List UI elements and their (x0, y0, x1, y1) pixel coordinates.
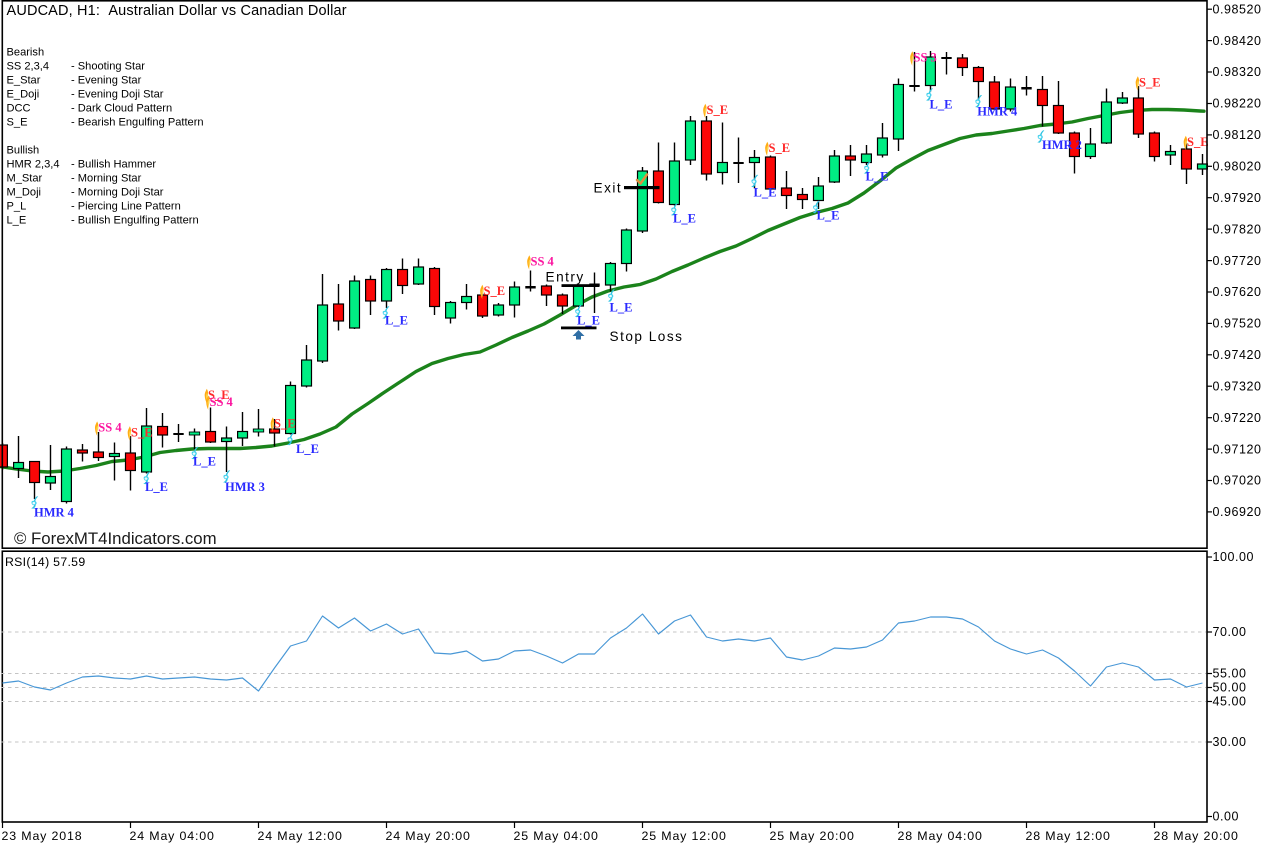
svg-text:Bullish: Bullish (7, 145, 40, 157)
svg-text:28 May 12:00: 28 May 12:00 (1026, 829, 1111, 843)
svg-text:S_E: S_E (7, 117, 28, 129)
svg-text:L_E: L_E (577, 314, 600, 328)
svg-text:P_L: P_L (7, 201, 27, 213)
svg-text:S_E: S_E (274, 417, 296, 431)
svg-text:HMR 2: HMR 2 (1042, 138, 1082, 152)
svg-text:50.00: 50.00 (1213, 681, 1247, 695)
svg-text:AUDCAD, H1: Australian Dollar: AUDCAD, H1: Australian Dollar vs Canadia… (7, 3, 347, 19)
svg-text:0.97220: 0.97220 (1213, 411, 1262, 425)
svg-text:24 May 20:00: 24 May 20:00 (386, 829, 471, 843)
svg-text:L_E: L_E (145, 480, 168, 494)
svg-text:L_E: L_E (296, 442, 319, 456)
svg-text:HMR 4: HMR 4 (34, 506, 75, 520)
svg-text:SS 4: SS 4 (210, 395, 234, 409)
svg-text:45.00: 45.00 (1213, 695, 1247, 709)
svg-text:- Bullish Engulfing Pattern: - Bullish Engulfing Pattern (71, 215, 199, 227)
svg-text:S_E: S_E (1187, 135, 1209, 149)
svg-text:L_E: L_E (673, 212, 696, 226)
svg-text:L_E: L_E (930, 98, 953, 112)
svg-text:Bearish: Bearish (7, 47, 45, 59)
svg-text:- Bearish Engulfing Pattern: - Bearish Engulfing Pattern (71, 117, 204, 129)
svg-text:0.98320: 0.98320 (1213, 65, 1262, 79)
svg-text:0.97020: 0.97020 (1213, 474, 1262, 488)
svg-text:M_Doji: M_Doji (7, 187, 42, 199)
svg-text:S_E: S_E (1139, 76, 1161, 90)
svg-text:100.00: 100.00 (1213, 550, 1255, 564)
svg-text:0.96920: 0.96920 (1213, 505, 1262, 519)
svg-text:0.98120: 0.98120 (1213, 128, 1262, 142)
svg-text:© ForexMT4Indicators.com: © ForexMT4Indicators.com (14, 529, 217, 548)
svg-text:HMR 3: HMR 3 (225, 480, 265, 494)
svg-text:0.97320: 0.97320 (1213, 379, 1262, 393)
svg-text:- Morning Doji Star: - Morning Doji Star (71, 187, 164, 199)
svg-text:RSI(14) 57.59: RSI(14) 57.59 (5, 555, 85, 569)
svg-text:0.97120: 0.97120 (1213, 442, 1262, 456)
svg-text:0.97420: 0.97420 (1213, 348, 1262, 362)
svg-text:0.98020: 0.98020 (1213, 160, 1262, 174)
svg-text:DCC: DCC (7, 103, 31, 115)
svg-text:25 May 04:00: 25 May 04:00 (514, 829, 599, 843)
svg-text:S_E: S_E (707, 103, 729, 117)
svg-text:0.98520: 0.98520 (1213, 2, 1262, 16)
svg-text:SS 3: SS 3 (914, 51, 937, 65)
svg-text:S_E: S_E (131, 426, 153, 440)
svg-text:0.97720: 0.97720 (1213, 254, 1262, 268)
svg-text:SS 2,3,4: SS 2,3,4 (7, 61, 50, 73)
svg-text:55.00: 55.00 (1213, 667, 1247, 681)
svg-text:S_E: S_E (208, 388, 230, 402)
svg-text:28 May 20:00: 28 May 20:00 (1154, 829, 1239, 843)
svg-text:S_E: S_E (484, 284, 506, 298)
svg-text:Exit: Exit (594, 181, 623, 196)
svg-text:0.98220: 0.98220 (1213, 97, 1262, 111)
svg-text:30.00: 30.00 (1213, 735, 1247, 749)
svg-text:24 May 12:00: 24 May 12:00 (258, 829, 343, 843)
svg-text:24 May 04:00: 24 May 04:00 (130, 829, 215, 843)
svg-text:L_E: L_E (193, 455, 216, 469)
svg-text:- Evening Doji Star: - Evening Doji Star (71, 89, 164, 101)
svg-text:L_E: L_E (754, 186, 777, 200)
svg-text:E_Star: E_Star (7, 75, 41, 87)
svg-text:HMR 4: HMR 4 (977, 105, 1018, 119)
svg-text:0.97920: 0.97920 (1213, 191, 1262, 205)
svg-text:- Shooting Star: - Shooting Star (71, 61, 145, 73)
svg-text:23 May 2018: 23 May 2018 (2, 829, 83, 843)
svg-text:SS 4: SS 4 (531, 255, 555, 269)
svg-text:28 May 04:00: 28 May 04:00 (898, 829, 983, 843)
svg-text:Stop Loss: Stop Loss (610, 329, 684, 344)
svg-text:- Piercing Line Pattern: - Piercing Line Pattern (71, 201, 181, 213)
svg-text:S_E: S_E (769, 141, 791, 155)
svg-text:0.97620: 0.97620 (1213, 285, 1262, 299)
svg-text:- Dark Cloud Pattern: - Dark Cloud Pattern (71, 103, 172, 115)
svg-text:SS 4: SS 4 (98, 421, 122, 435)
svg-text:0.97520: 0.97520 (1213, 317, 1262, 331)
svg-text:L_E: L_E (385, 314, 408, 328)
svg-text:0.97820: 0.97820 (1213, 222, 1262, 236)
svg-text:L_E: L_E (817, 209, 840, 223)
svg-text:E_Doji: E_Doji (7, 89, 40, 101)
svg-text:Entry: Entry (546, 270, 585, 285)
svg-text:- Evening Star: - Evening Star (71, 75, 142, 87)
svg-text:L_E: L_E (7, 215, 27, 227)
svg-text:- Morning Star: - Morning Star (71, 173, 142, 185)
svg-text:0.00: 0.00 (1213, 810, 1240, 824)
svg-text:L_E: L_E (610, 301, 633, 315)
svg-text:M_Star: M_Star (7, 173, 43, 185)
svg-text:25 May 12:00: 25 May 12:00 (642, 829, 727, 843)
svg-text:L_E: L_E (866, 170, 889, 184)
svg-text:70.00: 70.00 (1213, 625, 1247, 639)
svg-text:- Bullish Hammer: - Bullish Hammer (71, 159, 156, 171)
svg-text:0.98420: 0.98420 (1213, 34, 1262, 48)
svg-text:25 May 20:00: 25 May 20:00 (770, 829, 855, 843)
svg-text:HMR 2,3,4: HMR 2,3,4 (7, 159, 60, 171)
